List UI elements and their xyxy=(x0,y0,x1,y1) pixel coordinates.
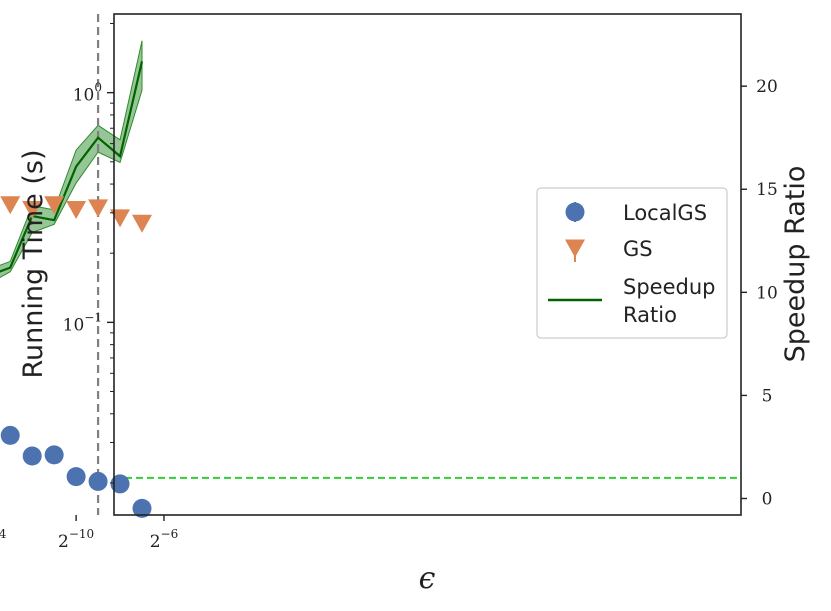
y-right-tick-label: 10 xyxy=(756,283,778,303)
x-axis-label: ϵ xyxy=(419,561,436,596)
y-axis-left-label: Running Time (s) xyxy=(18,149,49,378)
legend-localgs-marker xyxy=(565,202,585,222)
localgs-point xyxy=(0,425,20,445)
gs-point xyxy=(44,196,65,215)
legend-gs-label: GS xyxy=(623,237,653,261)
localgs-point xyxy=(44,445,64,465)
localgs-point xyxy=(22,446,42,466)
y-right-tick-label: 20 xyxy=(756,77,778,97)
legend-localgs-label: LocalGS xyxy=(623,201,707,225)
legend-speedup-label: Speedup xyxy=(623,275,715,299)
gs-point xyxy=(110,209,131,228)
gs-point xyxy=(66,200,87,219)
gs-point xyxy=(88,199,109,218)
x-tick-label: 2−6 xyxy=(150,527,179,552)
y-left-tick-label: 10−1 xyxy=(63,310,102,335)
localgs-point xyxy=(88,471,108,491)
localgs-point xyxy=(132,498,152,518)
localgs-point xyxy=(110,474,130,494)
y-right-tick-label: 15 xyxy=(756,180,778,200)
x-tick-label: 2−10 xyxy=(58,527,94,552)
gs-point xyxy=(22,200,43,219)
plot-frame xyxy=(113,13,742,516)
localgs-point xyxy=(66,467,86,487)
x-tick-label: 2−14 xyxy=(0,527,7,552)
gs-point xyxy=(0,196,21,215)
y-right-tick-label: 5 xyxy=(762,386,773,406)
speedup-ratio-line xyxy=(0,61,144,273)
gs-point xyxy=(132,214,152,233)
y-axis-right-label: Speedup Ratio xyxy=(780,166,811,363)
y-left-tick-label: 100 xyxy=(73,81,102,106)
speedup-ratio-band xyxy=(0,40,143,279)
y-right-tick-label: 0 xyxy=(762,490,773,510)
legend-gs-marker xyxy=(565,239,585,258)
legend-speedup-label-line2: Ratio xyxy=(623,303,677,327)
